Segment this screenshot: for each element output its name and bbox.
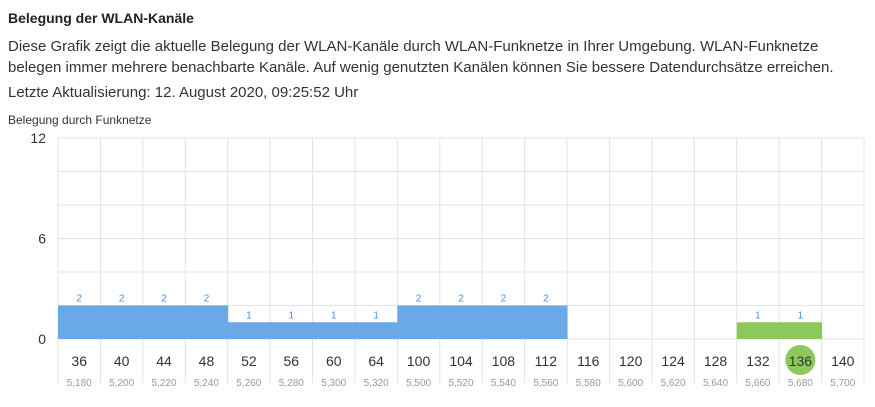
channel-label-108[interactable]: 108 — [492, 353, 516, 369]
channel-label-116[interactable]: 116 — [577, 353, 600, 369]
bar-value-label: 2 — [416, 294, 422, 305]
y-tick-label: 6 — [38, 231, 46, 247]
channel-label-140[interactable]: 140 — [831, 353, 855, 369]
channel-label-128[interactable]: 128 — [704, 353, 728, 369]
frequency-label: 5,500 — [406, 378, 431, 389]
bar-value-label: 1 — [755, 310, 761, 321]
channel-label-64[interactable]: 64 — [368, 353, 384, 369]
channel-label-48[interactable]: 48 — [199, 353, 215, 369]
frequency-label: 5,600 — [618, 378, 643, 389]
channel-label-104[interactable]: 104 — [449, 353, 473, 369]
frequency-label: 5,660 — [745, 378, 770, 389]
bar-channel-44 — [142, 305, 186, 339]
bar-value-label: 2 — [458, 294, 464, 305]
channel-label-36[interactable]: 36 — [71, 353, 87, 369]
page-title: Belegung der WLAN-Kanäle — [8, 10, 194, 26]
bar-value-label: 2 — [161, 294, 167, 305]
channel-label-44[interactable]: 44 — [156, 353, 172, 369]
bar-channel-60 — [312, 322, 356, 339]
channel-label-40[interactable]: 40 — [114, 353, 130, 369]
frequency-label: 5,700 — [830, 378, 855, 389]
frequency-label: 5,520 — [448, 378, 473, 389]
bar-value-label: 1 — [246, 310, 252, 321]
frequency-label: 5,200 — [109, 378, 134, 389]
bar-value-label: 2 — [204, 294, 210, 305]
frequency-label: 5,540 — [491, 378, 516, 389]
bar-value-label: 2 — [543, 294, 549, 305]
page-description: Diese Grafik zeigt die aktuelle Belegung… — [8, 38, 834, 76]
bar-value-label: 2 — [119, 294, 125, 305]
bar-channel-40 — [100, 305, 144, 339]
channel-label-52[interactable]: 52 — [241, 353, 257, 369]
channel-label-56[interactable]: 56 — [284, 353, 300, 369]
bar-channel-52 — [227, 322, 271, 339]
bar-value-label: 1 — [798, 310, 804, 321]
frequency-label: 5,280 — [279, 378, 304, 389]
channel-label-136[interactable]: 136 — [789, 353, 813, 369]
frequency-label: 5,320 — [364, 378, 389, 389]
channel-label-100[interactable]: 100 — [407, 353, 431, 369]
frequency-label: 5,300 — [321, 378, 346, 389]
chart-y-label: Belegung durch Funknetze — [8, 113, 152, 127]
frequency-label: 5,560 — [533, 378, 558, 389]
frequency-label: 5,680 — [788, 378, 813, 389]
channel-label-60[interactable]: 60 — [326, 353, 342, 369]
bar-channel-56 — [270, 322, 314, 339]
frequency-label: 5,640 — [703, 378, 728, 389]
bar-value-label: 1 — [331, 310, 337, 321]
bar-channel-100 — [397, 305, 441, 339]
frequency-label: 5,260 — [236, 378, 261, 389]
bar-channel-36 — [58, 305, 101, 339]
y-tick-label: 0 — [38, 331, 46, 347]
bar-value-label: 2 — [76, 294, 82, 305]
channel-label-124[interactable]: 124 — [661, 353, 685, 369]
bar-channel-104 — [439, 305, 483, 339]
y-tick-label: 12 — [30, 130, 46, 146]
frequency-label: 5,220 — [152, 378, 177, 389]
bar-value-label: 2 — [501, 294, 507, 305]
channel-label-120[interactable]: 120 — [619, 353, 643, 369]
channel-label-132[interactable]: 132 — [746, 353, 770, 369]
bar-value-label: 1 — [289, 310, 295, 321]
bar-channel-48 — [185, 305, 229, 339]
channel-label-112[interactable]: 112 — [535, 353, 558, 369]
bar-channel-64 — [354, 322, 398, 339]
frequency-label: 5,240 — [194, 378, 219, 389]
frequency-label: 5,180 — [67, 378, 92, 389]
bar-channel-112 — [524, 305, 568, 339]
bar-channel-108 — [482, 305, 526, 339]
bar-value-label: 1 — [373, 310, 379, 321]
bar-channel-132 — [736, 322, 780, 339]
frequency-label: 5,620 — [661, 378, 686, 389]
bar-channel-136 — [779, 322, 823, 339]
frequency-label: 5,580 — [576, 378, 601, 389]
current-channel-marker — [785, 345, 816, 375]
last-update-text: Letzte Aktualisierung: 12. August 2020, … — [8, 84, 359, 101]
